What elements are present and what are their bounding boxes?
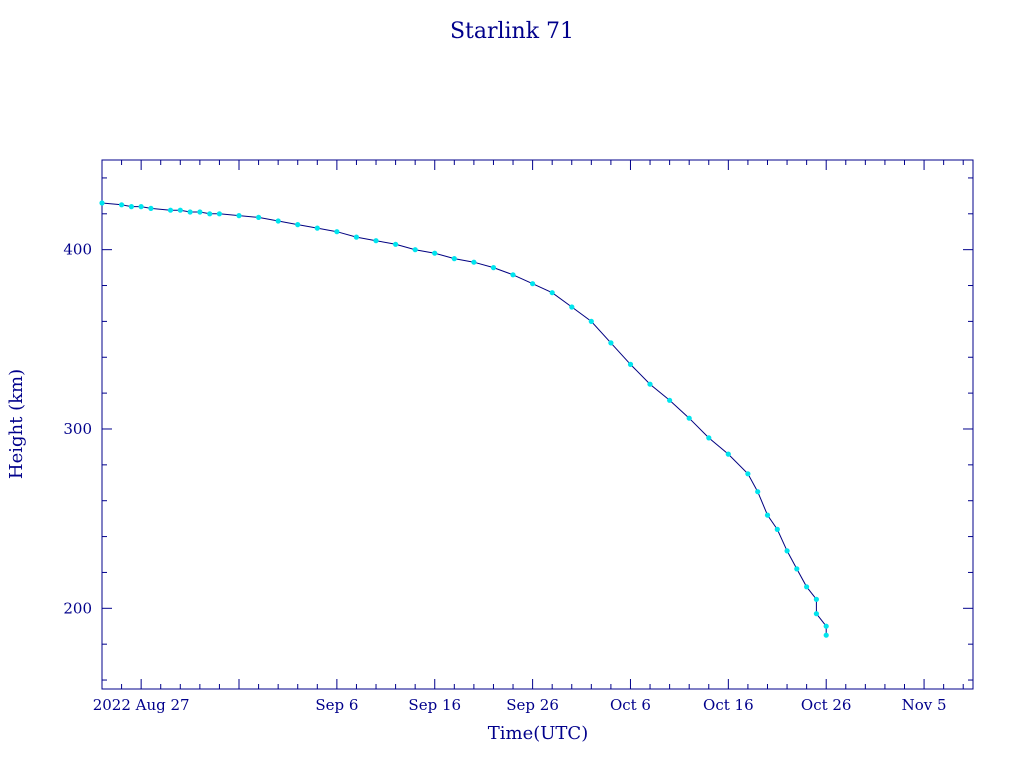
data-point <box>608 340 614 346</box>
x-tick-label: Nov 5 <box>902 696 947 714</box>
x-tick-label: Oct 26 <box>801 696 852 714</box>
data-point <box>784 548 790 554</box>
data-point <box>745 471 751 477</box>
data-point <box>490 265 497 271</box>
data-point <box>774 526 780 533</box>
data-point <box>725 451 731 457</box>
y-tick-label: 200 <box>63 599 92 617</box>
data-point <box>549 290 555 296</box>
data-point <box>823 623 829 629</box>
x-axis-label: Time(UTC) <box>488 723 588 744</box>
data-point <box>813 611 820 617</box>
x-tick-label: Sep 6 <box>315 696 358 714</box>
data-point <box>256 214 262 220</box>
data-point <box>167 207 174 213</box>
data-point <box>187 209 193 215</box>
data-point <box>794 566 800 572</box>
data-point <box>764 512 771 518</box>
data-point <box>813 596 820 602</box>
data-point <box>804 584 810 590</box>
data-point <box>128 204 134 210</box>
data-point <box>119 202 125 208</box>
data-point <box>353 234 359 240</box>
data-point <box>471 259 477 265</box>
x-tick-label: Sep 16 <box>408 696 461 714</box>
y-tick-label: 300 <box>63 420 92 438</box>
data-point <box>569 304 575 310</box>
data-point <box>275 218 281 224</box>
axes: 2022 Aug 27 Sep 6 Sep 16 Sep 26 Oct 6 Oct 16 O… <box>63 160 973 714</box>
data-point <box>627 361 634 367</box>
data-point <box>647 381 653 387</box>
series-line <box>101 202 827 636</box>
data-point <box>236 213 242 219</box>
data-point <box>295 222 301 228</box>
data-point <box>755 489 761 495</box>
data-point <box>373 238 379 244</box>
data-point <box>138 204 144 210</box>
data-point <box>588 318 594 324</box>
series-group <box>99 200 829 638</box>
data-point <box>99 200 105 206</box>
data-point <box>148 205 154 211</box>
data-point <box>412 247 418 253</box>
data-point <box>314 225 320 231</box>
y-tick-label: 400 <box>63 241 92 259</box>
data-point <box>667 397 673 403</box>
x-tick-label: Oct 6 <box>610 696 651 714</box>
plot-frame <box>101 159 974 690</box>
data-point <box>451 256 457 262</box>
y-axis-label: Height (km) <box>6 369 27 479</box>
data-point <box>510 272 516 278</box>
chart-title: Starlink 71 <box>450 19 574 44</box>
x-tick-label: Oct 16 <box>703 696 754 714</box>
data-point <box>530 281 536 287</box>
data-point <box>706 435 712 441</box>
data-point <box>334 229 340 235</box>
x-tick-label: Sep 26 <box>506 696 559 714</box>
data-point <box>393 241 399 247</box>
data-point <box>432 250 438 256</box>
data-point <box>177 207 183 213</box>
data-point <box>197 209 203 215</box>
data-point <box>207 211 213 217</box>
data-point <box>823 632 829 638</box>
data-point <box>686 415 692 421</box>
x-tick-label: 2022 Aug 27 <box>93 696 190 714</box>
data-point <box>216 211 222 217</box>
